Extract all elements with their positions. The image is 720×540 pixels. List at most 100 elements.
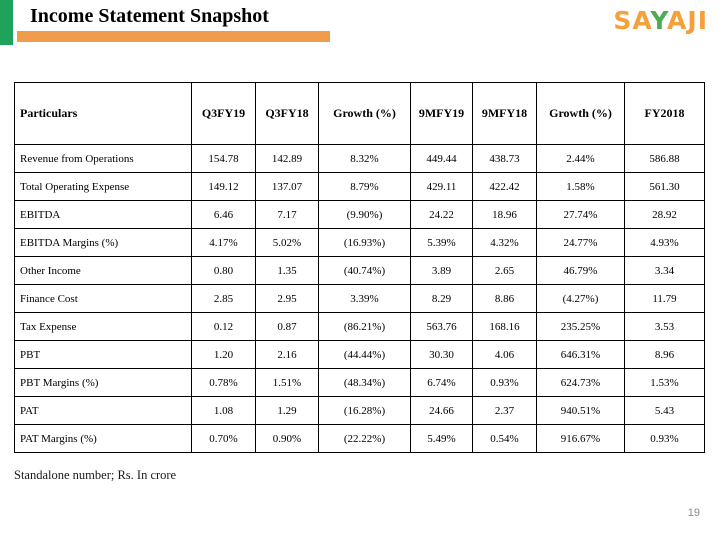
value-cell: 5.43	[624, 396, 705, 425]
value-cell: 1.51%	[255, 368, 319, 397]
column-header: Growth (%)	[318, 82, 411, 145]
value-cell: (44.44%)	[318, 340, 411, 369]
page-title: Income Statement Snapshot	[30, 5, 269, 27]
value-cell: 142.89	[255, 144, 319, 173]
value-cell: 24.22	[410, 200, 473, 229]
value-cell: 3.34	[624, 256, 705, 285]
table-row: Tax Expense 0.12 0.87 (86.21%) 563.76 168.16 2…	[14, 312, 705, 341]
value-cell: 8.79%	[318, 172, 411, 201]
value-cell: 561.30	[624, 172, 705, 201]
row-label-cell: Other Income	[14, 256, 192, 285]
value-cell: 27.74%	[536, 200, 625, 229]
row-label-cell: EBITDA	[14, 200, 192, 229]
row-label-cell: Revenue from Operations	[14, 144, 192, 173]
value-cell: 1.58%	[536, 172, 625, 201]
value-cell: (4.27%)	[536, 284, 625, 313]
value-cell: 149.12	[191, 172, 256, 201]
value-cell: 2.44%	[536, 144, 625, 173]
value-cell: 422.42	[472, 172, 537, 201]
value-cell: 0.54%	[472, 424, 537, 453]
row-label-cell: PAT	[14, 396, 192, 425]
value-cell: 940.51%	[536, 396, 625, 425]
footnote: Standalone number; Rs. In crore	[14, 468, 177, 482]
table-header-row: Particulars Q3FY19 Q3FY18 Growth (%) 9MFY19 9…	[14, 82, 705, 145]
row-label-cell: EBITDA Margins (%)	[14, 228, 192, 257]
value-cell: 0.90%	[255, 424, 319, 453]
value-cell: 3.89	[410, 256, 473, 285]
value-cell: 7.17	[255, 200, 319, 229]
value-cell: 168.16	[472, 312, 537, 341]
value-cell: 2.16	[255, 340, 319, 369]
value-cell: 0.93%	[624, 424, 705, 453]
sayaji-logo: SAYAJI	[613, 8, 708, 33]
table-row: PAT Margins (%) 0.70% 0.90% (22.22%) 5.49% 0.…	[14, 424, 705, 453]
table-row: PBT Margins (%) 0.78% 1.51% (48.34%) 6.74% 0.…	[14, 368, 705, 397]
value-cell: (9.90%)	[318, 200, 411, 229]
value-cell: 4.06	[472, 340, 537, 369]
value-cell: 1.29	[255, 396, 319, 425]
column-header: Particulars	[14, 82, 192, 145]
row-label-cell: Tax Expense	[14, 312, 192, 341]
value-cell: 2.65	[472, 256, 537, 285]
column-header: 9MFY19	[410, 82, 473, 145]
table-row: PBT 1.20 2.16 (44.44%) 30.30 4.06 646.31% 8.96	[14, 340, 705, 369]
table-row: Total Operating Expense 149.12 137.07 8.79%…	[14, 172, 705, 201]
value-cell: 916.67%	[536, 424, 625, 453]
value-cell: 235.25%	[536, 312, 625, 341]
column-header: FY2018	[624, 82, 705, 145]
value-cell: 0.78%	[191, 368, 256, 397]
value-cell: 3.39%	[318, 284, 411, 313]
value-cell: 5.39%	[410, 228, 473, 257]
value-cell: 1.20	[191, 340, 256, 369]
value-cell: (48.34%)	[318, 368, 411, 397]
value-cell: 46.79%	[536, 256, 625, 285]
value-cell: (40.74%)	[318, 256, 411, 285]
row-label-cell: PBT Margins (%)	[14, 368, 192, 397]
value-cell: 8.32%	[318, 144, 411, 173]
value-cell: 438.73	[472, 144, 537, 173]
logo-text-right: AJI	[667, 6, 708, 35]
value-cell: 6.74%	[410, 368, 473, 397]
value-cell: 563.76	[410, 312, 473, 341]
value-cell: 30.30	[410, 340, 473, 369]
title-underline-bar	[17, 31, 330, 42]
value-cell: 24.77%	[536, 228, 625, 257]
value-cell: 28.92	[624, 200, 705, 229]
value-cell: 8.96	[624, 340, 705, 369]
value-cell: (16.28%)	[318, 396, 411, 425]
value-cell: (22.22%)	[318, 424, 411, 453]
value-cell: 11.79	[624, 284, 705, 313]
value-cell: 646.31%	[536, 340, 625, 369]
column-header: Growth (%)	[536, 82, 625, 145]
row-label-cell: PAT Margins (%)	[14, 424, 192, 453]
table-row: Finance Cost 2.85 2.95 3.39% 8.29 8.86 (4.27%)…	[14, 284, 705, 313]
value-cell: 18.96	[472, 200, 537, 229]
value-cell: 0.80	[191, 256, 256, 285]
value-cell: 4.17%	[191, 228, 256, 257]
value-cell: 8.86	[472, 284, 537, 313]
table-row: Revenue from Operations 154.78 142.89 8.32%…	[14, 144, 705, 173]
value-cell: (16.93%)	[318, 228, 411, 257]
value-cell: 2.37	[472, 396, 537, 425]
value-cell: (86.21%)	[318, 312, 411, 341]
row-label-cell: Total Operating Expense	[14, 172, 192, 201]
value-cell: 8.29	[410, 284, 473, 313]
table-row: EBITDA Margins (%) 4.17% 5.02% (16.93%) 5.39…	[14, 228, 705, 257]
value-cell: 586.88	[624, 144, 705, 173]
logo-text-left: SA	[613, 6, 651, 35]
column-header: 9MFY18	[472, 82, 537, 145]
row-label-cell: Finance Cost	[14, 284, 192, 313]
column-header: Q3FY19	[191, 82, 256, 145]
value-cell: 1.53%	[624, 368, 705, 397]
value-cell: 4.32%	[472, 228, 537, 257]
value-cell: 0.12	[191, 312, 256, 341]
logo-leaf-y: Y	[650, 6, 668, 35]
value-cell: 5.02%	[255, 228, 319, 257]
column-header: Q3FY18	[255, 82, 319, 145]
value-cell: 2.85	[191, 284, 256, 313]
value-cell: 6.46	[191, 200, 256, 229]
page-number: 19	[687, 507, 700, 519]
value-cell: 624.73%	[536, 368, 625, 397]
value-cell: 0.70%	[191, 424, 256, 453]
value-cell: 0.87	[255, 312, 319, 341]
